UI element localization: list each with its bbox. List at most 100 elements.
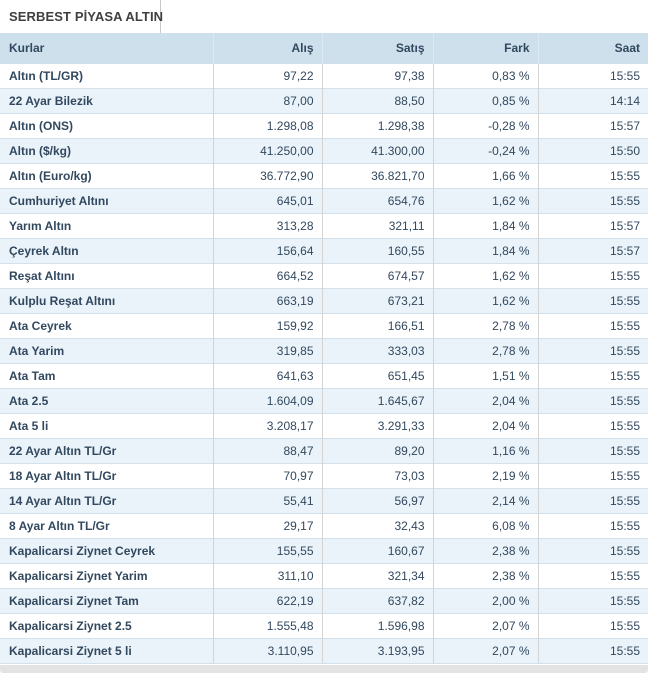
sell-price: 97,38: [321, 62, 433, 88]
change-percent: 2,38 %: [432, 537, 538, 563]
sell-price: 1.645,67: [321, 387, 433, 413]
buy-price: 36.772,90: [212, 162, 322, 188]
quote-time: 15:57: [537, 112, 648, 138]
quote-time: 15:55: [537, 562, 648, 588]
change-percent: 1,66 %: [432, 162, 538, 188]
instrument-name: Ata Ceyrek: [0, 312, 213, 338]
table-row[interactable]: 14 Ayar Altın TL/Gr 55,41 56,97 2,14 % 1…: [0, 487, 648, 513]
sell-price: 89,20: [321, 437, 433, 463]
instrument-name: Kapalicarsi Ziynet Ceyrek: [0, 537, 213, 563]
change-percent: 0,83 %: [432, 62, 538, 88]
sell-price: 36.821,70: [321, 162, 433, 188]
quote-time: 15:50: [537, 137, 648, 163]
table-row[interactable]: Altın (Euro/kg) 36.772,90 36.821,70 1,66…: [0, 162, 648, 188]
sell-price: 333,03: [321, 337, 433, 363]
column-header-saat: Saat: [537, 33, 648, 63]
change-percent: 1,62 %: [432, 262, 538, 288]
instrument-name: Cumhuriyet Altını: [0, 187, 213, 213]
quote-time: 14:14: [537, 87, 648, 113]
quote-time: 15:57: [537, 237, 648, 263]
sell-price: 651,45: [321, 362, 433, 388]
table-header: Kurlar Alış Satış Fark Saat: [0, 33, 648, 63]
buy-price: 1.298,08: [212, 112, 322, 138]
instrument-name: Kapalicarsi Ziynet 5 li: [0, 637, 213, 664]
change-percent: 2,07 %: [432, 637, 538, 664]
table-row[interactable]: Altın (ONS) 1.298,08 1.298,38 -0,28 % 15…: [0, 112, 648, 138]
sell-price: 160,55: [321, 237, 433, 263]
change-percent: 2,07 %: [432, 612, 538, 638]
buy-price: 311,10: [212, 562, 322, 588]
table-row[interactable]: 22 Ayar Bilezik 87,00 88,50 0,85 % 14:14: [0, 87, 648, 113]
instrument-name: 22 Ayar Altın TL/Gr: [0, 437, 213, 463]
table-row[interactable]: Cumhuriyet Altını 645,01 654,76 1,62 % 1…: [0, 187, 648, 213]
instrument-name: 8 Ayar Altın TL/Gr: [0, 512, 213, 538]
quote-time: 15:55: [537, 462, 648, 488]
table-row[interactable]: Ata 2.5 1.604,09 1.645,67 2,04 % 15:55: [0, 387, 648, 413]
tab-serbest-piyasa-altin[interactable]: SERBEST PİYASA ALTIN: [0, 0, 163, 33]
table-row[interactable]: Çeyrek Altın 156,64 160,55 1,84 % 15:57: [0, 237, 648, 263]
sell-price: 166,51: [321, 312, 433, 338]
change-percent: 2,00 %: [432, 587, 538, 613]
change-percent: 2,78 %: [432, 337, 538, 363]
change-percent: 1,62 %: [432, 287, 538, 313]
sell-price: 41.300,00: [321, 137, 433, 163]
change-percent: 1,84 %: [432, 237, 538, 263]
buy-price: 663,19: [212, 287, 322, 313]
column-header-satis: Satış: [321, 33, 433, 63]
change-percent: 2,14 %: [432, 487, 538, 513]
table-row[interactable]: 8 Ayar Altın TL/Gr 29,17 32,43 6,08 % 15…: [0, 512, 648, 538]
instrument-name: 22 Ayar Bilezik: [0, 87, 213, 113]
instrument-name: Ata 5 li: [0, 412, 213, 438]
change-percent: 2,78 %: [432, 312, 538, 338]
instrument-name: Reşat Altını: [0, 262, 213, 288]
change-percent: 2,38 %: [432, 562, 538, 588]
buy-price: 3.110,95: [212, 637, 322, 664]
table-row[interactable]: Kapalicarsi Ziynet Yarim 311,10 321,34 2…: [0, 562, 648, 588]
quote-time: 15:55: [537, 337, 648, 363]
sell-price: 321,34: [321, 562, 433, 588]
sell-price: 3.291,33: [321, 412, 433, 438]
instrument-name: Kulplu Reşat Altını: [0, 287, 213, 313]
column-header-fark: Fark: [432, 33, 538, 63]
sell-price: 32,43: [321, 512, 433, 538]
table-row[interactable]: Kapalicarsi Ziynet 5 li 3.110,95 3.193,9…: [0, 637, 648, 664]
tab-strip: SERBEST PİYASA ALTIN: [0, 0, 651, 33]
instrument-name: Altın (ONS): [0, 112, 213, 138]
change-percent: 1,51 %: [432, 362, 538, 388]
buy-price: 1.604,09: [212, 387, 322, 413]
buy-price: 29,17: [212, 512, 322, 538]
table-row[interactable]: Ata Yarim 319,85 333,03 2,78 % 15:55: [0, 337, 648, 363]
sell-price: 637,82: [321, 587, 433, 613]
quote-time: 15:55: [537, 287, 648, 313]
buy-price: 313,28: [212, 212, 322, 238]
quote-time: 15:55: [537, 437, 648, 463]
table-row[interactable]: Kapalicarsi Ziynet Ceyrek 155,55 160,67 …: [0, 537, 648, 563]
table-row[interactable]: Kapalicarsi Ziynet 2.5 1.555,48 1.596,98…: [0, 612, 648, 638]
table-row[interactable]: Altın (TL/GR) 97,22 97,38 0,83 % 15:55: [0, 62, 648, 88]
sell-price: 321,11: [321, 212, 433, 238]
sell-price: 3.193,95: [321, 637, 433, 664]
table-row[interactable]: 18 Ayar Altın TL/Gr 70,97 73,03 2,19 % 1…: [0, 462, 648, 488]
sell-price: 1.596,98: [321, 612, 433, 638]
table-row[interactable]: 22 Ayar Altın TL/Gr 88,47 89,20 1,16 % 1…: [0, 437, 648, 463]
table-row[interactable]: Altın ($/kg) 41.250,00 41.300,00 -0,24 %…: [0, 137, 648, 163]
instrument-name: Kapalicarsi Ziynet 2.5: [0, 612, 213, 638]
instrument-name: Ata Yarim: [0, 337, 213, 363]
quote-time: 15:55: [537, 612, 648, 638]
instrument-name: 18 Ayar Altın TL/Gr: [0, 462, 213, 488]
table-row[interactable]: Kulplu Reşat Altını 663,19 673,21 1,62 %…: [0, 287, 648, 313]
quote-time: 15:55: [537, 62, 648, 88]
table-row[interactable]: Kapalicarsi Ziynet Tam 622,19 637,82 2,0…: [0, 587, 648, 613]
table-row[interactable]: Ata 5 li 3.208,17 3.291,33 2,04 % 15:55: [0, 412, 648, 438]
buy-price: 645,01: [212, 187, 322, 213]
buy-price: 155,55: [212, 537, 322, 563]
change-percent: 2,19 %: [432, 462, 538, 488]
quote-time: 15:57: [537, 212, 648, 238]
table-row[interactable]: Reşat Altını 664,52 674,57 1,62 % 15:55: [0, 262, 648, 288]
table-row[interactable]: Yarım Altın 313,28 321,11 1,84 % 15:57: [0, 212, 648, 238]
instrument-name: Kapalicarsi Ziynet Tam: [0, 587, 213, 613]
table-row[interactable]: Ata Ceyrek 159,92 166,51 2,78 % 15:55: [0, 312, 648, 338]
sell-price: 654,76: [321, 187, 433, 213]
table-row[interactable]: Ata Tam 641,63 651,45 1,51 % 15:55: [0, 362, 648, 388]
sell-price: 160,67: [321, 537, 433, 563]
